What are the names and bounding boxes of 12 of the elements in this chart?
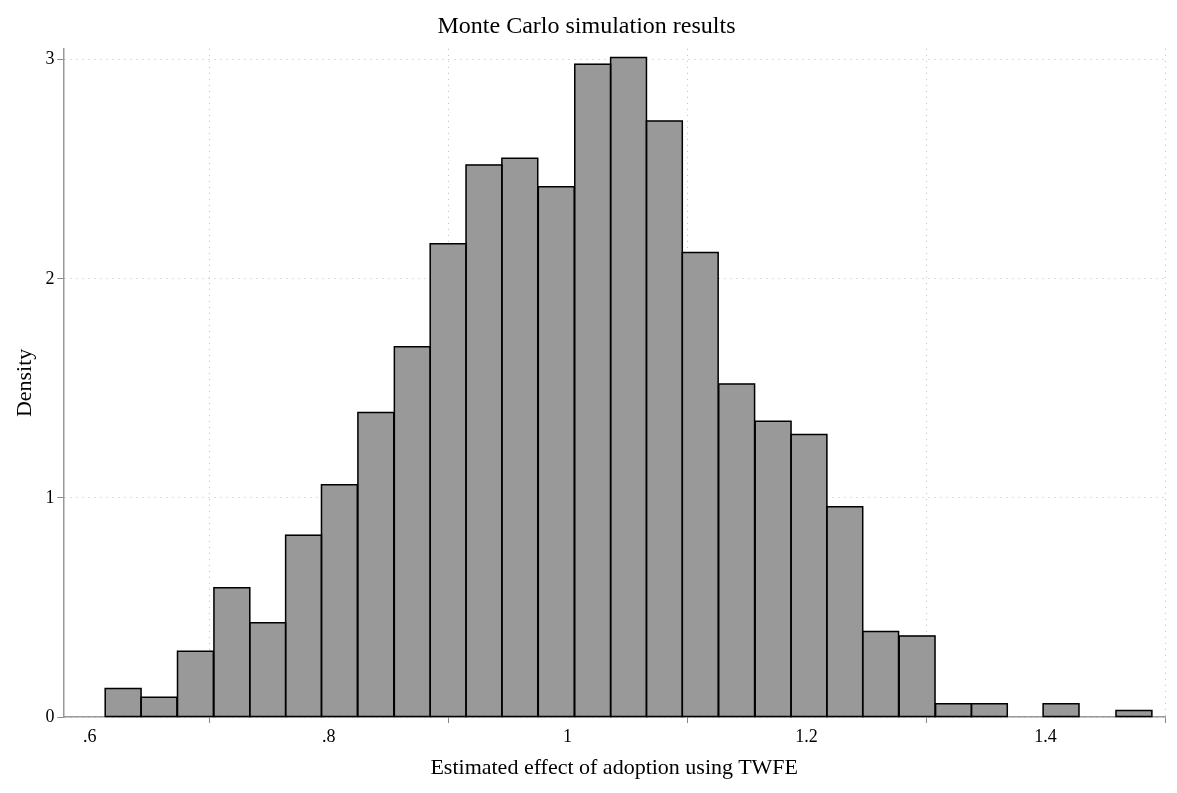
x-tick-label: 1.2	[795, 725, 818, 746]
y-tick-label: 2	[45, 267, 55, 288]
x-axis-title: Estimated effect of adoption using TWFE	[430, 753, 798, 779]
y-tick-label: 0	[45, 705, 55, 726]
x-tick-label: .6	[82, 725, 97, 746]
y-axis-title: Density	[10, 348, 36, 418]
x-tick-label: 1.4	[1034, 725, 1057, 746]
y-tick-label: 1	[45, 486, 55, 507]
x-tick-label: .8	[321, 725, 336, 746]
y-tick-label: 3	[45, 48, 55, 69]
x-tick-label: 1	[563, 725, 573, 746]
chart-title: Monte Carlo simulation results	[437, 11, 736, 38]
